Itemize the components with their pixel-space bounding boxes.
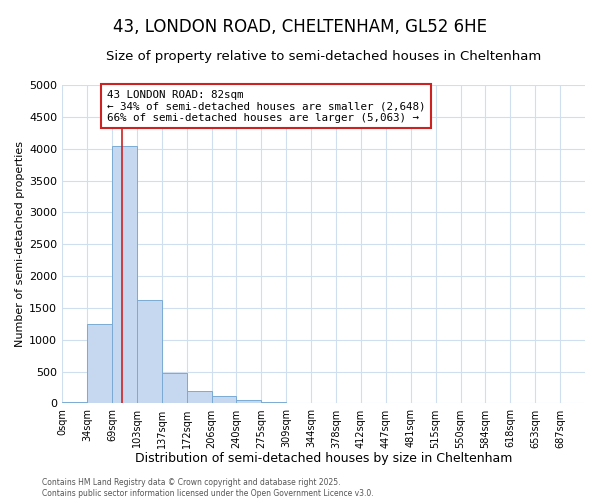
- Title: Size of property relative to semi-detached houses in Cheltenham: Size of property relative to semi-detach…: [106, 50, 541, 63]
- Bar: [187, 390, 212, 404]
- Bar: [236, 400, 262, 404]
- Bar: [87, 324, 112, 404]
- X-axis label: Distribution of semi-detached houses by size in Cheltenham: Distribution of semi-detached houses by …: [135, 452, 512, 465]
- Text: 43, LONDON ROAD, CHELTENHAM, GL52 6HE: 43, LONDON ROAD, CHELTENHAM, GL52 6HE: [113, 18, 487, 36]
- Bar: [62, 402, 87, 404]
- Bar: [162, 373, 187, 404]
- Bar: [262, 402, 286, 404]
- Bar: [137, 300, 162, 404]
- Bar: [112, 146, 137, 404]
- Y-axis label: Number of semi-detached properties: Number of semi-detached properties: [15, 141, 25, 347]
- Text: 43 LONDON ROAD: 82sqm
← 34% of semi-detached houses are smaller (2,648)
66% of s: 43 LONDON ROAD: 82sqm ← 34% of semi-deta…: [107, 90, 425, 123]
- Bar: [212, 396, 236, 404]
- Text: Contains HM Land Registry data © Crown copyright and database right 2025.
Contai: Contains HM Land Registry data © Crown c…: [42, 478, 374, 498]
